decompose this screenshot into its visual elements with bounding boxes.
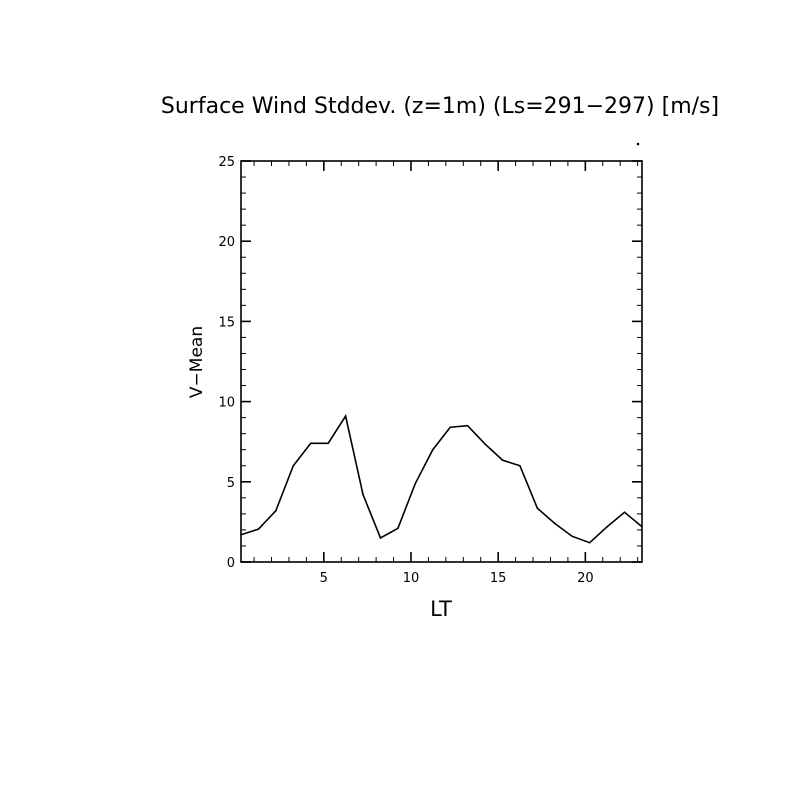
y-axis-label: V−Mean (187, 326, 207, 398)
x-tick-label: 15 (490, 571, 507, 586)
stray-dot-marker (636, 142, 640, 146)
x-tick-label: 20 (577, 571, 594, 586)
y-tick-label: 20 (218, 235, 235, 250)
y-tick-label: 25 (218, 155, 235, 170)
y-tick-label: 0 (227, 556, 235, 571)
y-tick-label: 10 (218, 396, 235, 411)
chart-title: Surface Wind Stddev. (z=1m) (Ls=291−297)… (161, 94, 719, 119)
x-axis-label: LT (430, 597, 452, 621)
y-tick-label: 15 (218, 315, 235, 330)
x-tick-label: 5 (320, 571, 328, 586)
plot-axes: 5 10 15 20 0 5 10 15 20 25 (218, 155, 643, 586)
y-tick-label: 5 (227, 476, 235, 491)
series-line-v-mean (240, 413, 643, 544)
plot-frame (240, 160, 643, 563)
x-tick-label: 10 (403, 571, 420, 586)
